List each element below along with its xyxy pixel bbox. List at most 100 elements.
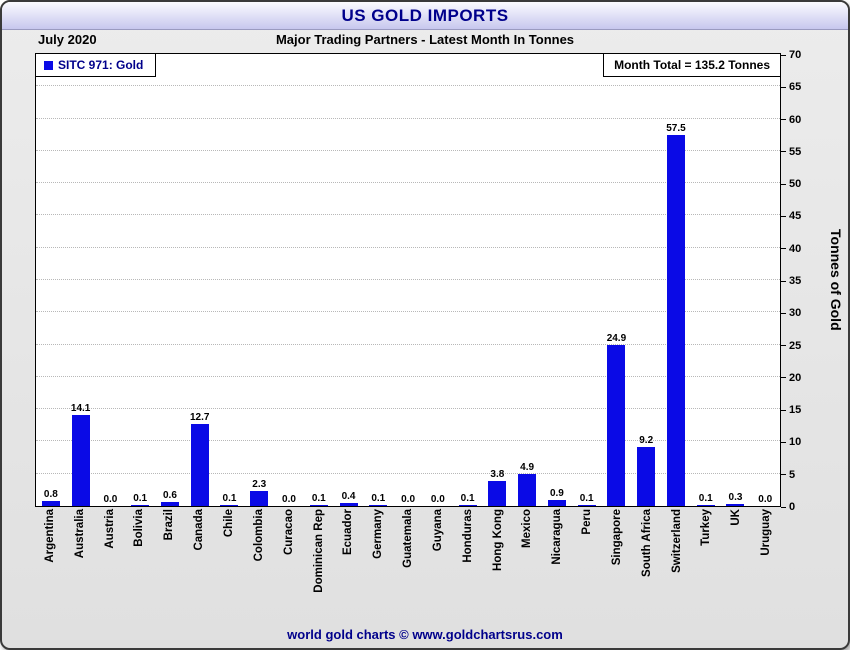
month-total-label: Month Total = 135.2 Tonnes — [603, 54, 780, 77]
y-tick-mark — [781, 54, 786, 56]
y-tick-label: 45 — [789, 210, 802, 223]
y-tick-label: 25 — [789, 339, 802, 352]
bar — [131, 505, 150, 506]
bar — [518, 474, 537, 506]
bar-value-label: 0.6 — [162, 490, 177, 502]
bar-slot: 9.2 — [631, 54, 661, 506]
x-axis-label: Colombia — [252, 509, 265, 562]
bar — [250, 491, 269, 506]
x-axis-label: Switzerland — [670, 509, 683, 573]
gridline — [36, 311, 780, 313]
y-tick-mark — [781, 377, 786, 379]
y-tick-label: 60 — [789, 113, 802, 126]
chart-region: 0.8 14.1 0.0 0.1 0.6 12.7 0.1 2.3 0.0 0.1 0.4 0.1 0.… — [2, 49, 848, 629]
bar-value-label: 12.7 — [189, 412, 210, 423]
gridline — [36, 472, 780, 474]
bar — [637, 446, 656, 506]
gridline — [36, 375, 780, 377]
x-axis-label: Germany — [372, 509, 385, 559]
x-label-slot: Brazil — [154, 509, 184, 593]
y-tick: 10 — [781, 436, 801, 448]
y-tick: 20 — [781, 372, 801, 384]
bar-value-label: 3.8 — [490, 469, 505, 481]
x-label-slot: Germany — [363, 509, 393, 593]
y-tick-label: 35 — [789, 275, 802, 287]
gridline — [36, 279, 780, 280]
y-tick-label: 15 — [789, 404, 802, 417]
y-tick: 60 — [781, 114, 801, 126]
x-axis-label: Honduras — [461, 509, 474, 563]
x-label-slot: Canada — [184, 509, 214, 593]
bar — [160, 502, 179, 506]
bar-value-label: 0.0 — [103, 494, 118, 505]
bar-value-label: 24.9 — [606, 333, 627, 345]
bar-slot: 0.1 — [572, 54, 602, 506]
bar-slot: 0.1 — [691, 54, 721, 506]
bar-slot: 2.3 — [244, 54, 274, 506]
bar-value-label: 0.1 — [460, 493, 475, 505]
bar — [666, 134, 685, 506]
x-axis-label: Curacao — [282, 509, 295, 556]
x-label-slot: Bolivia — [125, 509, 155, 593]
bar — [369, 505, 388, 506]
x-label-slot: Austria — [95, 509, 125, 593]
x-label-slot: Uruguay — [751, 509, 781, 593]
x-axis-label: Turkey — [700, 509, 713, 546]
gridline — [36, 117, 780, 119]
bar — [190, 424, 209, 506]
x-axis-label: Ecuador — [342, 509, 355, 556]
y-tick-label: 50 — [789, 178, 802, 191]
gridline — [36, 343, 780, 345]
bar — [547, 500, 566, 506]
y-tick: 65 — [781, 81, 801, 93]
bar-value-label: 14.1 — [70, 402, 91, 414]
bar-slot: 0.6 — [155, 54, 185, 506]
x-label-slot: Singapore — [602, 509, 632, 593]
y-tick: 25 — [781, 340, 801, 352]
x-axis-label: South Africa — [640, 509, 653, 577]
x-axis-label: Mexico — [521, 509, 534, 548]
x-label-slot: Guyana — [423, 509, 453, 593]
x-label-slot: Switzerland — [662, 509, 692, 593]
plot-area: 0.8 14.1 0.0 0.1 0.6 12.7 0.1 2.3 0.0 0.1 0.4 0.1 0.… — [35, 53, 781, 507]
footer-credit: world gold charts © www.goldchartsrus.co… — [287, 627, 563, 642]
bar-value-label: 0.1 — [133, 493, 148, 505]
bar-value-label: 0.1 — [698, 493, 713, 505]
x-label-slot: Peru — [572, 509, 602, 593]
bar-value-label: 0.1 — [222, 493, 237, 505]
gridline — [36, 85, 780, 87]
bar-slot: 0.0 — [96, 54, 126, 506]
chart-subtitle: Major Trading Partners - Latest Month In… — [275, 32, 575, 47]
x-axis-label: Argentina — [43, 509, 56, 563]
y-tick-label: 70 — [789, 49, 802, 61]
x-axis-label: Nicaragua — [551, 509, 564, 565]
bar-slot: 0.0 — [423, 54, 453, 506]
bar-value-label: 0.1 — [579, 493, 594, 505]
bar-value-label: 0.0 — [758, 494, 773, 505]
bar-slot: 0.1 — [453, 54, 483, 506]
x-axis-label: Singapore — [610, 509, 623, 566]
bar-value-label: 0.1 — [371, 493, 386, 505]
x-label-slot: Mexico — [513, 509, 543, 593]
bar-slot: 0.3 — [721, 54, 751, 506]
x-axis-label: Canada — [193, 509, 206, 551]
bar-slot: 0.8 — [36, 54, 66, 506]
x-label-slot: Dominican Rep — [304, 509, 334, 593]
y-tick-mark — [781, 409, 786, 411]
y-tick-mark — [781, 119, 786, 121]
bar-slot: 0.4 — [334, 54, 364, 506]
x-label-slot: UK — [721, 509, 751, 593]
legend-swatch-icon — [44, 60, 53, 70]
x-axis-label: UK — [730, 509, 743, 526]
x-axis-labels: Argentina Australia Austria Bolivia Brazil Ca… — [35, 509, 781, 593]
bar-value-label: 0.0 — [282, 494, 296, 505]
y-tick: 5 — [781, 469, 795, 481]
bar — [577, 505, 596, 506]
y-tick: 55 — [781, 146, 801, 158]
x-label-slot: Chile — [214, 509, 244, 593]
bar-slot: 3.8 — [482, 54, 512, 506]
x-label-slot: Hong Kong — [483, 509, 513, 593]
y-tick-label: 40 — [789, 242, 802, 255]
y-tick-mark — [781, 312, 786, 314]
